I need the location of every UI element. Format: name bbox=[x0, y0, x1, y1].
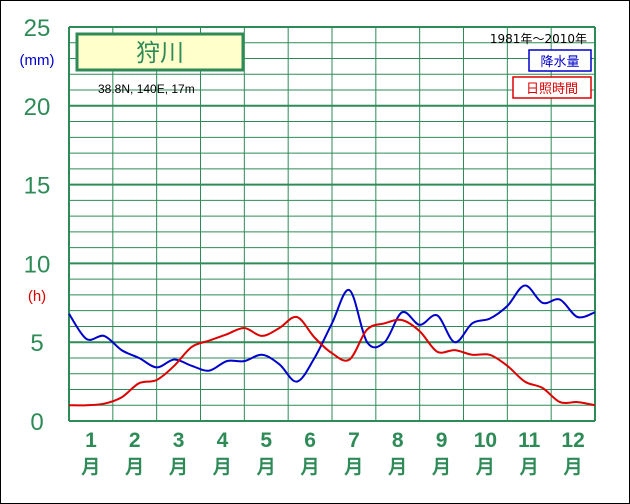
y-tick-label: 20 bbox=[24, 94, 51, 121]
x-tick-month-number: 1 bbox=[85, 429, 97, 452]
x-tick-month-number: 2 bbox=[129, 429, 141, 452]
x-tick-month-suffix: 月 bbox=[563, 456, 583, 478]
x-tick-month-suffix: 月 bbox=[519, 456, 539, 478]
x-tick-month-suffix: 月 bbox=[80, 456, 100, 478]
series-line-precipitation bbox=[68, 284, 596, 383]
legend-sun-box bbox=[512, 76, 592, 99]
y-tick-label: 10 bbox=[24, 251, 51, 278]
legend-precip-box bbox=[528, 49, 592, 72]
x-tick-month-suffix: 月 bbox=[212, 456, 232, 478]
x-tick-month-number: 12 bbox=[561, 429, 584, 452]
chart-title: 狩川 bbox=[136, 39, 184, 67]
x-tick-month-number: 8 bbox=[392, 429, 404, 452]
y-tick-label: 15 bbox=[24, 173, 51, 200]
grid-lines bbox=[68, 26, 596, 422]
x-tick-month-suffix: 月 bbox=[256, 456, 276, 478]
x-tick-month-suffix: 月 bbox=[168, 456, 188, 478]
x-tick-month-number: 6 bbox=[304, 429, 316, 452]
x-tick-month-suffix: 月 bbox=[431, 456, 451, 478]
y-unit-primary: (mm) bbox=[20, 52, 55, 69]
y-tick-label: 0 bbox=[30, 409, 43, 436]
series-line-sunshine bbox=[68, 315, 596, 407]
x-tick-month-suffix: 月 bbox=[387, 456, 407, 478]
y-tick-label: 5 bbox=[30, 330, 43, 357]
period-label: 1981年〜2010年 bbox=[490, 32, 587, 46]
x-tick-month-number: 7 bbox=[348, 429, 360, 452]
x-tick-month-number: 3 bbox=[173, 429, 185, 452]
x-tick-month-suffix: 月 bbox=[124, 456, 144, 478]
x-tick-labels: 1 月 2 月 3 月 4 月 5 月 6 月 7 月 8 月 9 月 10 月 11 月 12 月 bbox=[80, 429, 584, 478]
x-tick-month-number: 11 bbox=[518, 429, 541, 452]
y-unit-secondary: (h) bbox=[28, 288, 46, 305]
title-box bbox=[75, 32, 245, 72]
x-tick-month-number: 10 bbox=[474, 429, 497, 452]
y-tick-label: 25 bbox=[24, 15, 51, 42]
series-layer bbox=[68, 284, 596, 407]
x-tick-month-number: 5 bbox=[260, 429, 272, 452]
x-tick-month-suffix: 月 bbox=[343, 456, 363, 478]
x-tick-month-number: 4 bbox=[217, 429, 229, 452]
x-tick-month-suffix: 月 bbox=[300, 456, 320, 478]
legend-precip-label: 降水量 bbox=[540, 55, 579, 70]
legend-sun-label: 日照時間 bbox=[526, 82, 578, 97]
x-tick-month-number: 9 bbox=[436, 429, 448, 452]
x-tick-month-suffix: 月 bbox=[475, 456, 495, 478]
y-tick-labels: 0 5 10 15 20 25 bbox=[24, 15, 51, 436]
location-label: 38.8N, 140E, 17m bbox=[98, 82, 195, 96]
